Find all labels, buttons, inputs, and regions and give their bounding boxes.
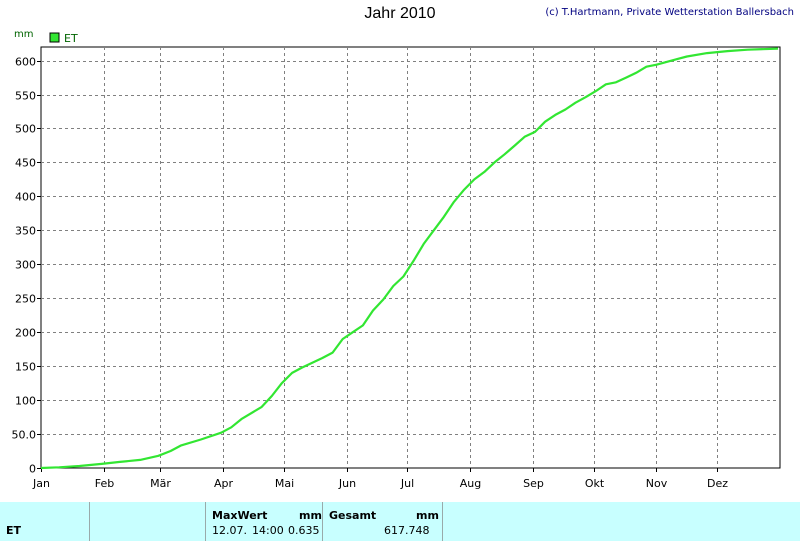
chart-title: Jahr 2010 [364,5,436,22]
x-tick-label: Jun [338,477,356,490]
y-tick-label: 600 [15,56,36,69]
max-date: 12.07. [212,524,247,537]
y-tick-label: 450 [15,157,36,170]
max-unit: mm [299,509,322,522]
x-tick-label: Nov [646,477,668,490]
x-tick-label: Mär [150,477,171,490]
chart-area: 0 50.0 100 150 200 250 300 350 400 450 500 550 600 Ja… [12,29,781,490]
max-value: 0.635 [288,524,320,537]
x-tick-label: Apr [214,477,234,490]
x-tick-label: Dez [707,477,728,490]
y-tick-label: 0 [29,463,36,476]
total-value: 617.748 [384,524,430,537]
footer-cell-series: ET [0,502,90,541]
legend-swatch [49,32,60,43]
y-tick-label: 550 [15,90,36,103]
footer-cell-empty [90,502,206,541]
footer-cell-max: MaxWert mm 12.07. 14:00 0.635 [206,502,323,541]
summary-footer: ET MaxWert mm 12.07. 14:00 0.635 Gesamt … [0,502,800,541]
x-tick-label: Jul [400,477,414,490]
series-line-et [40,47,779,470]
y-tick-label: 150 [15,361,36,374]
x-tick-label: Sep [523,477,544,490]
legend-label: ET [64,32,78,45]
footer-series-label: ET [6,524,22,537]
y-tick-label: 500 [15,123,36,136]
x-tick-label: Aug [460,477,481,490]
y-tick-label: 350 [15,225,36,238]
x-tick-label: Mai [275,477,294,490]
y-tick-label: 100 [15,395,36,408]
total-label: Gesamt [329,509,377,522]
copyright-text: (c) T.Hartmann, Private Wetterstation Ba… [545,7,794,18]
total-unit: mm [416,509,439,522]
x-tick-label: Feb [95,477,114,490]
y-tick-label: 300 [15,259,36,272]
y-axis-unit-label: mm [14,29,33,40]
max-label: MaxWert [212,509,268,522]
plot-frame [40,46,781,469]
footer-cell-total: Gesamt mm 617.748 [323,502,443,541]
y-tick-label: 200 [15,327,36,340]
y-tick-label: 400 [15,191,36,204]
max-time: 14:00 [252,524,284,537]
x-tick-label: Okt [585,477,605,490]
y-tick-label: 250 [15,293,36,306]
x-tick-label: Jan [32,477,50,490]
y-tick-label: 50.0 [12,429,37,442]
